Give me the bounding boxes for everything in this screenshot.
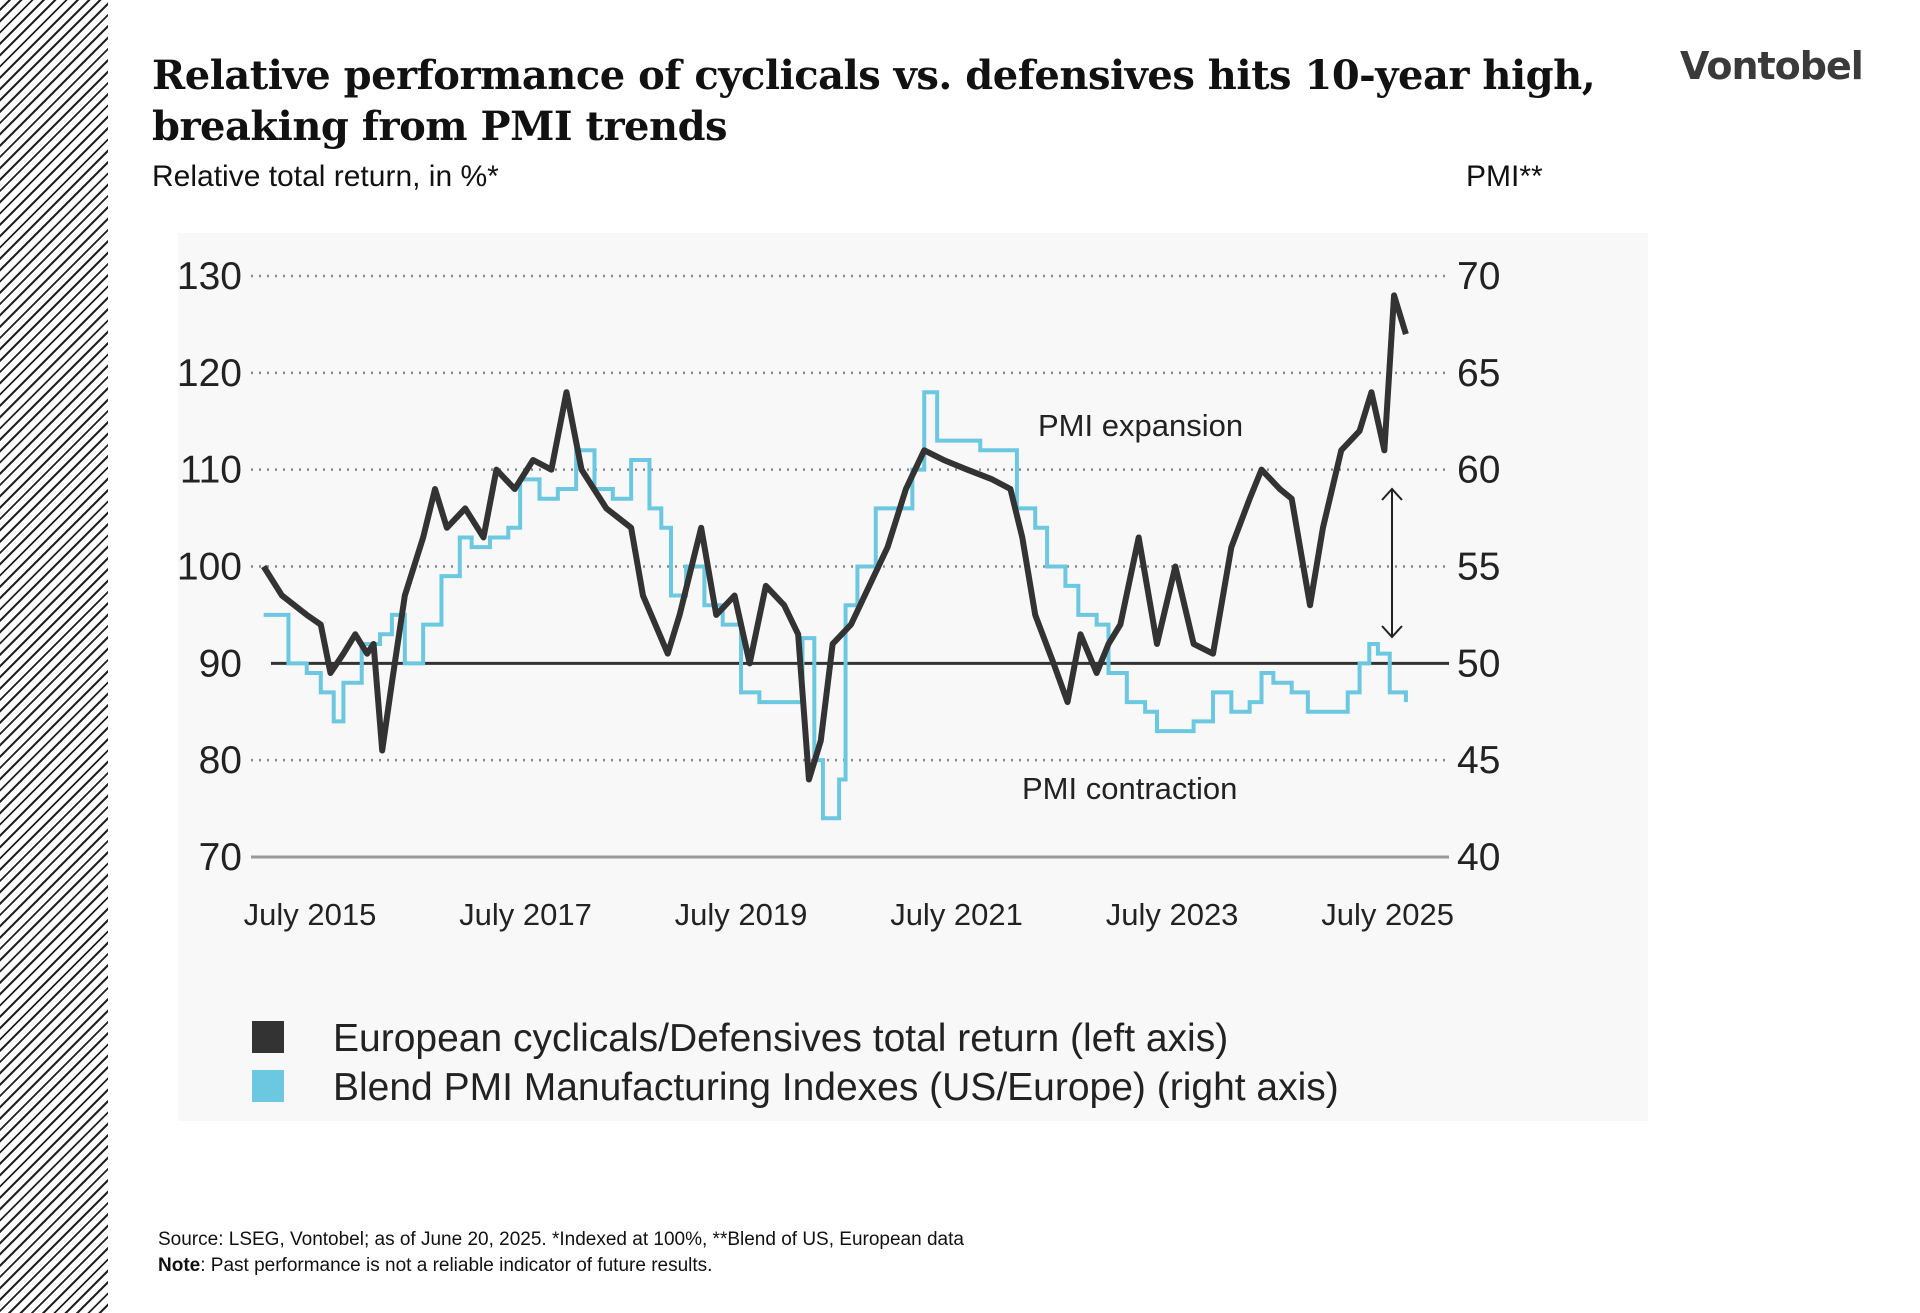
- right-y-tick-label: 40: [1457, 836, 1500, 879]
- chart-title: Relative performance of cyclicals vs. de…: [152, 50, 1652, 152]
- title-line-2: breaking from PMI trends: [152, 103, 728, 150]
- legend-label: Blend PMI Manufacturing Indexes (US/Euro…: [333, 1066, 1339, 1109]
- legend-swatch: [252, 1070, 284, 1102]
- source-text: Source: LSEG, Vontobel; as of June 20, 2…: [158, 1229, 964, 1250]
- x-tick-label: July 2017: [459, 897, 592, 932]
- left-y-tick-label: 100: [177, 546, 242, 589]
- gap-arrow-heads: [1381, 487, 1403, 639]
- x-tick-label: July 2015: [244, 897, 377, 932]
- right-y-tick-label: 55: [1457, 546, 1500, 589]
- chart-background: [178, 233, 1648, 1121]
- legend-label: European cyclicals/Defensives total retu…: [333, 1017, 1228, 1060]
- left-y-tick-label: 110: [180, 449, 242, 492]
- annotation-pmi-contraction: PMI contraction: [1022, 771, 1237, 806]
- vontobel-logo: Vontobel: [1680, 44, 1864, 88]
- annotation-pmi-expansion: PMI expansion: [1038, 408, 1243, 443]
- note-text: Note: Past performance is not a reliable…: [158, 1253, 964, 1279]
- pmi-series-line: [263, 390, 1408, 821]
- decorative-hatch-strip: [0, 0, 108, 1313]
- right-axis-title: PMI**: [1466, 160, 1543, 193]
- title-line-1: Relative performance of cyclicals vs. de…: [152, 52, 1596, 99]
- x-tick-label: July 2025: [1321, 897, 1454, 932]
- left-y-tick-label: 80: [199, 739, 242, 782]
- note-body: : Past performance is not a reliable ind…: [200, 1255, 713, 1276]
- right-y-tick-label: 60: [1457, 449, 1500, 492]
- x-tick-label: July 2021: [890, 897, 1023, 932]
- right-y-tick-label: 65: [1457, 352, 1500, 395]
- x-tick-label: July 2019: [675, 897, 808, 932]
- right-y-tick-label: 45: [1457, 739, 1500, 782]
- left-y-tick-label: 130: [177, 255, 242, 298]
- left-y-tick-label: 70: [199, 836, 242, 879]
- left-axis-title: Relative total return, in %*: [152, 160, 499, 193]
- legend-swatch: [252, 1021, 284, 1053]
- x-tick-label: July 2023: [1106, 897, 1239, 932]
- right-y-tick-label: 70: [1457, 255, 1500, 298]
- left-y-tick-label: 90: [199, 642, 242, 685]
- note-label: Note: [158, 1255, 201, 1276]
- left-y-tick-label: 120: [177, 352, 242, 395]
- right-y-tick-label: 50: [1457, 642, 1500, 685]
- cyclicals-series-line: [261, 292, 1409, 783]
- footer: Source: LSEG, Vontobel; as of June 20, 2…: [158, 1227, 964, 1279]
